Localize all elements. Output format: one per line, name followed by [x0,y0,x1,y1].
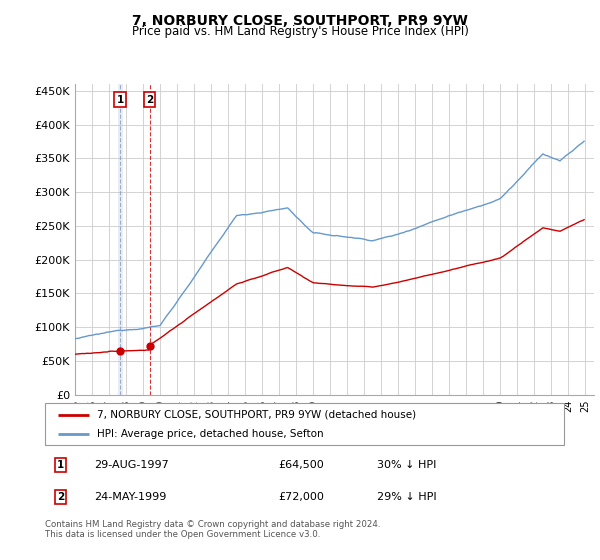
Text: £64,500: £64,500 [278,460,325,470]
Text: 2: 2 [146,95,153,105]
Text: £72,000: £72,000 [278,492,325,502]
FancyBboxPatch shape [45,403,564,445]
Bar [118,84,123,395]
Text: 1: 1 [116,95,124,105]
Text: 29-AUG-1997: 29-AUG-1997 [94,460,169,470]
Text: 1: 1 [57,460,64,470]
Text: 7, NORBURY CLOSE, SOUTHPORT, PR9 9YW (detached house): 7, NORBURY CLOSE, SOUTHPORT, PR9 9YW (de… [97,409,416,419]
Text: Price paid vs. HM Land Registry's House Price Index (HPI): Price paid vs. HM Land Registry's House … [131,25,469,38]
Text: 24-MAY-1999: 24-MAY-1999 [94,492,167,502]
Text: Contains HM Land Registry data © Crown copyright and database right 2024.
This d: Contains HM Land Registry data © Crown c… [45,520,380,539]
Text: HPI: Average price, detached house, Sefton: HPI: Average price, detached house, Seft… [97,429,323,439]
Text: 2: 2 [57,492,64,502]
Text: 30% ↓ HPI: 30% ↓ HPI [377,460,437,470]
Text: 29% ↓ HPI: 29% ↓ HPI [377,492,437,502]
Text: 7, NORBURY CLOSE, SOUTHPORT, PR9 9YW: 7, NORBURY CLOSE, SOUTHPORT, PR9 9YW [132,14,468,28]
